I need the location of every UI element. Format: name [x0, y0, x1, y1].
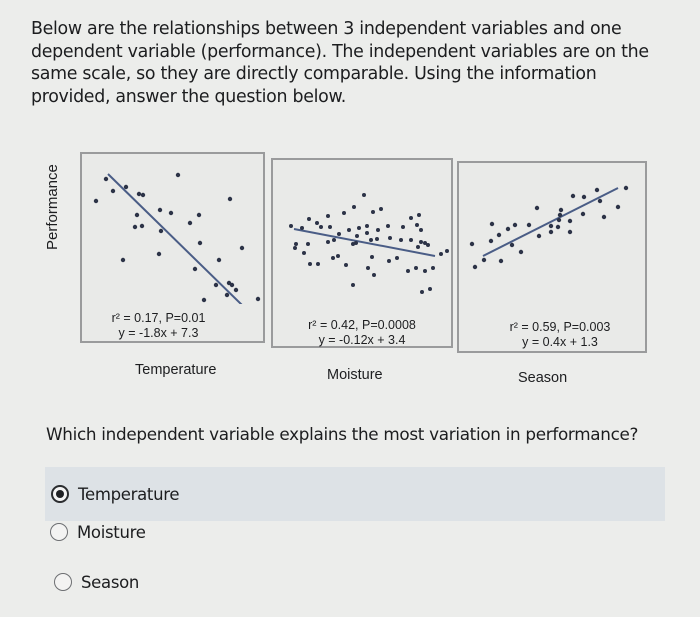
option-moisture[interactable]: Moisture: [50, 505, 146, 559]
regression-equation: y = -1.8x + 7.3: [118, 326, 199, 340]
x-axis-label-temperature: Temperature: [135, 362, 217, 378]
scatter-panel-temperature: r² = 0.17, P=0.01 y = -1.8x + 7.3: [80, 152, 265, 343]
option-label: Season: [81, 572, 140, 592]
radio-selected-icon[interactable]: [51, 485, 69, 503]
option-season[interactable]: Season: [54, 555, 139, 609]
x-axis-label-season: Season: [518, 370, 568, 386]
scatter-panel-season: r² = 0.59, P=0.003 y = 0.4x + 1.3: [457, 161, 647, 353]
x-axis-label-moisture: Moisture: [327, 367, 383, 383]
intro-text: Below are the relationships between 3 in…: [31, 19, 649, 107]
radio-unselected-icon[interactable]: [50, 523, 68, 541]
scatter-plot-moisture: [289, 193, 449, 294]
option-label: Moisture: [77, 522, 146, 542]
stat-line: r² = 0.59, P=0.003: [509, 320, 611, 334]
option-label: Temperature: [78, 484, 180, 504]
regression-equation: y = 0.4x + 1.3: [522, 335, 598, 349]
scatter-panel-moisture: r² = 0.42, P=0.0008 y = -0.12x + 3.4: [271, 158, 453, 348]
y-axis-label: Performance: [44, 164, 61, 250]
scatter-plot-season: [469, 185, 629, 270]
stat-line: r² = 0.17, P=0.01: [111, 311, 206, 325]
stat-line: r² = 0.42, P=0.0008: [308, 318, 416, 332]
question-prompt: Which independent variable explains the …: [46, 424, 639, 444]
radio-unselected-icon[interactable]: [54, 573, 72, 591]
regression-equation: y = -0.12x + 3.4: [318, 333, 406, 347]
option-temperature[interactable]: Temperature: [45, 467, 665, 521]
scatter-plot-temperature: [93, 172, 261, 304]
